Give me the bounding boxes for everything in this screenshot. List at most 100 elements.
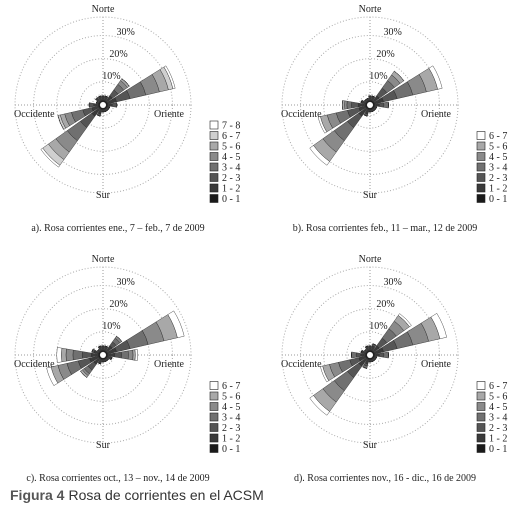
sector	[128, 350, 133, 360]
legend-label: 3 - 4	[489, 163, 507, 174]
legend-swatch	[477, 174, 485, 182]
direction-label: Oriente	[421, 359, 452, 370]
legend-label: 0 - 1	[222, 444, 240, 455]
legend-swatch	[477, 132, 485, 140]
direction-label: Occidente	[14, 109, 55, 120]
sector	[347, 101, 352, 109]
legend-swatch	[477, 445, 485, 453]
direction-label: Norte	[359, 254, 382, 265]
legend-label: 6 - 7	[222, 381, 240, 392]
direction-label: Norte	[92, 4, 115, 15]
chart-caption: d). Rosa corrientes nov., 16 - dic., 16 …	[294, 473, 476, 484]
legend-swatch	[477, 434, 485, 442]
sector	[345, 101, 348, 109]
sector	[384, 352, 389, 358]
direction-label: Sur	[96, 440, 111, 451]
sector	[384, 102, 389, 108]
legend-swatch	[210, 445, 218, 453]
sector	[351, 352, 356, 358]
legend-label: 2 - 3	[489, 173, 507, 184]
legend-label: 7 - 8	[222, 121, 240, 132]
legend-label: 3 - 4	[222, 413, 240, 424]
sector	[102, 360, 104, 362]
calm-center	[367, 102, 373, 108]
legend-swatch	[477, 142, 485, 150]
legend-label: 3 - 4	[222, 163, 240, 174]
caption-text: Rosa de corrientes en el ACSM	[68, 487, 263, 503]
sector	[57, 347, 62, 362]
r-tick-label: 10%	[102, 71, 120, 82]
sector	[102, 110, 104, 112]
legend-label: 1 - 2	[222, 434, 240, 445]
sector	[356, 353, 361, 358]
legend-label: 1 - 2	[222, 184, 240, 195]
legend-label: 6 - 7	[489, 381, 507, 392]
legend-label: 4 - 5	[489, 402, 507, 413]
sector	[369, 110, 371, 112]
r-tick-label: 30%	[117, 27, 135, 38]
sector	[112, 103, 117, 108]
legend-swatch	[210, 392, 218, 400]
legend-label: 5 - 6	[489, 142, 507, 153]
sector	[135, 349, 138, 360]
direction-label: Occidente	[281, 359, 322, 370]
legend-label: 0 - 1	[489, 194, 507, 205]
legend-swatch	[210, 174, 218, 182]
legend-swatch	[210, 132, 218, 140]
legend-label: 3 - 4	[489, 413, 507, 424]
legend-swatch	[210, 184, 218, 192]
direction-label: Norte	[92, 254, 115, 265]
sector	[121, 351, 128, 359]
direction-label: Oriente	[421, 109, 452, 120]
legend-swatch	[210, 163, 218, 171]
legend-swatch	[477, 184, 485, 192]
sector	[61, 348, 66, 362]
direction-label: Sur	[96, 190, 111, 201]
legend-swatch	[210, 142, 218, 150]
sector	[342, 100, 345, 109]
sector	[66, 349, 73, 361]
legend-label: 5 - 6	[489, 392, 507, 403]
direction-label: Norte	[359, 4, 382, 15]
legend-swatch	[477, 403, 485, 411]
sector	[379, 353, 384, 358]
legend-label: 4 - 5	[222, 152, 240, 163]
sector	[73, 350, 83, 360]
r-tick-label: 30%	[384, 277, 402, 288]
legend-swatch	[477, 163, 485, 171]
sector	[351, 102, 358, 108]
legend-swatch	[477, 392, 485, 400]
legend-swatch	[210, 153, 218, 161]
sector	[369, 360, 371, 362]
legend-swatch	[210, 121, 218, 129]
calm-center	[100, 102, 106, 108]
r-tick-label: 30%	[117, 277, 135, 288]
legend-swatch	[477, 195, 485, 203]
legend-swatch	[477, 413, 485, 421]
legend-swatch	[210, 424, 218, 432]
legend-swatch	[210, 434, 218, 442]
legend-swatch	[477, 382, 485, 390]
legend-label: 4 - 5	[222, 402, 240, 413]
sector	[114, 352, 121, 358]
r-tick-label: 10%	[369, 321, 387, 332]
r-tick-label: 20%	[376, 49, 394, 60]
direction-label: Oriente	[154, 359, 185, 370]
sector	[89, 103, 94, 108]
legend-swatch	[477, 153, 485, 161]
legend-label: 5 - 6	[222, 142, 240, 153]
legend-label: 0 - 1	[222, 194, 240, 205]
legend-swatch	[210, 403, 218, 411]
legend-swatch	[210, 413, 218, 421]
legend-label: 6 - 7	[222, 131, 240, 142]
direction-label: Occidente	[281, 109, 322, 120]
direction-label: Occidente	[14, 359, 55, 370]
r-tick-label: 30%	[384, 27, 402, 38]
r-tick-label: 20%	[109, 49, 127, 60]
calm-center	[100, 352, 106, 358]
r-tick-label: 10%	[369, 71, 387, 82]
direction-label: Sur	[363, 440, 378, 451]
caption-label: Figura 4	[10, 487, 65, 503]
